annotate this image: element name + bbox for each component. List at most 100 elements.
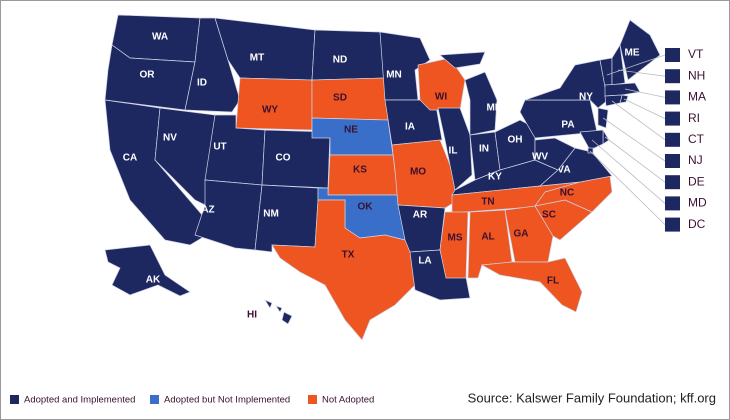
state-label: ND [333, 55, 347, 66]
state-label: OK [358, 202, 374, 213]
leader-line [589, 150, 666, 225]
state-label: FL [547, 276, 559, 287]
legend: Adopted and Implemented Adopted but Not I… [10, 395, 374, 406]
state-label: AR [413, 210, 428, 221]
callout-swatch [665, 111, 680, 126]
state-label: UT [213, 142, 226, 153]
state-label: TN [481, 197, 494, 208]
state-label: MN [386, 70, 402, 81]
state [384, 99, 443, 146]
state-label: NM [263, 209, 279, 220]
legend-label: Adopted but Not Implemented [164, 395, 290, 406]
state [261, 129, 331, 189]
state-label: OH [508, 135, 523, 146]
leader-line [617, 69, 666, 77]
state-label: NY [579, 92, 593, 103]
state [619, 19, 661, 81]
state [604, 94, 623, 107]
state [391, 139, 459, 209]
state-label: ME [625, 48, 640, 59]
callout-label: NH [688, 68, 705, 82]
state-label: NC [560, 188, 574, 199]
callout-swatch [665, 132, 680, 147]
state [587, 147, 594, 154]
legend-swatch [10, 395, 19, 404]
state-label: NV [163, 133, 177, 144]
state-label: LA [418, 256, 431, 267]
state-label: VA [557, 165, 570, 176]
state-label: MS [448, 233, 463, 244]
callout-label: MD [688, 196, 707, 210]
state [534, 137, 576, 171]
state [519, 99, 598, 139]
leader-line [624, 88, 666, 98]
state-label: CA [123, 153, 137, 164]
state [504, 205, 554, 263]
states: WA OR CA NV ID MT WY UT CO AZ NM ND SD NE KS OK TX MN IA MO… [104, 14, 661, 341]
callouts: VT NH MA RI CT NJ DE MD DC [589, 47, 707, 232]
state-label: WA [152, 32, 168, 43]
state-label: KY [488, 172, 502, 183]
state-label: MT [250, 53, 264, 64]
state [611, 43, 626, 86]
state-label: GA [514, 229, 529, 240]
callout-label: NJ [688, 153, 703, 167]
state [437, 107, 473, 191]
callout-label: DC [688, 217, 706, 231]
state [154, 107, 216, 206]
state-label: IL [449, 146, 458, 157]
state-label: OR [140, 70, 156, 81]
state-label: AZ [201, 205, 214, 216]
state [311, 29, 386, 81]
state-label: TX [342, 250, 355, 261]
leader-line [591, 139, 666, 204]
callout-swatch [665, 154, 680, 168]
callout-swatch [665, 217, 680, 232]
state-label: PA [561, 120, 574, 131]
callout-swatch [665, 175, 680, 190]
state [271, 199, 416, 341]
callout-swatch [665, 196, 680, 211]
leader-line [604, 136, 666, 183]
state-label: CO [276, 153, 291, 164]
state-label: ID [197, 78, 207, 89]
state [104, 244, 191, 297]
state-label: WI [435, 92, 447, 103]
state-label: SD [333, 93, 347, 104]
callout-swatch [665, 48, 680, 62]
callout-label: VT [688, 47, 704, 61]
leader-line [606, 54, 666, 76]
legend-swatch [308, 395, 317, 404]
leader-line [602, 117, 666, 162]
legend-label: Adopted and Implemented [24, 395, 135, 406]
state-label: IN [479, 144, 489, 155]
state-label: AK [146, 275, 161, 286]
state-label: SC [542, 210, 556, 221]
state [480, 257, 583, 313]
state-label: HI [247, 310, 257, 321]
state [439, 51, 498, 136]
state-label: MO [410, 167, 426, 178]
state-label: KS [353, 165, 367, 176]
state-label: NE [344, 125, 358, 136]
state [604, 82, 641, 97]
leader-line [611, 100, 666, 141]
callout-label: RI [688, 111, 700, 125]
callout-label: MA [688, 90, 706, 104]
callout-label: CT [688, 132, 705, 146]
legend-label: Not Adopted [322, 395, 374, 406]
state [311, 77, 389, 121]
state [264, 299, 293, 325]
legend-swatch [150, 395, 159, 404]
callout-swatch [665, 90, 680, 105]
state-label: AL [481, 232, 494, 243]
callout-swatch [665, 69, 680, 84]
state [439, 211, 469, 279]
source: Source: Kalswer Family Foundation; kff.o… [468, 390, 716, 405]
state-label: WY [262, 105, 278, 116]
state-label: MI [486, 103, 497, 114]
state-label: IA [405, 122, 415, 133]
leader-line [623, 98, 666, 119]
callout-label: DE [688, 174, 705, 188]
